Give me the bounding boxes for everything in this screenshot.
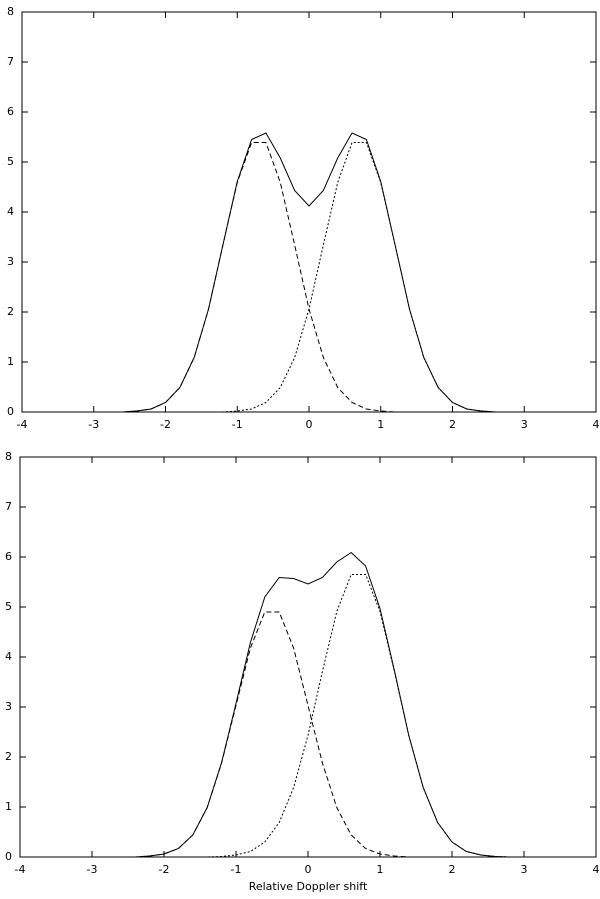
x-tick-label: -3 bbox=[87, 863, 98, 876]
y-tick-label: 1 bbox=[5, 800, 12, 813]
y-tick-label: 0 bbox=[5, 850, 12, 863]
y-tick-label: 5 bbox=[5, 600, 12, 613]
x-tick-label: 0 bbox=[305, 863, 312, 876]
series-line bbox=[20, 574, 596, 858]
x-tick-label: 3 bbox=[521, 418, 528, 431]
y-tick-label: 6 bbox=[7, 105, 14, 118]
x-axis-label: Relative Doppler shift bbox=[249, 880, 368, 893]
series-line bbox=[22, 142, 596, 413]
y-tick-label: 2 bbox=[5, 750, 12, 763]
y-tick-label: 4 bbox=[7, 205, 14, 218]
y-tick-label: 1 bbox=[7, 355, 14, 368]
series-line bbox=[22, 132, 596, 413]
y-tick-label: 8 bbox=[7, 5, 14, 18]
y-tick-label: 7 bbox=[5, 500, 12, 513]
x-tick-label: 3 bbox=[521, 863, 528, 876]
x-tick-label: 0 bbox=[306, 418, 313, 431]
y-tick-label: 8 bbox=[5, 450, 12, 463]
x-tick-label: 4 bbox=[593, 863, 600, 876]
x-tick-label: -1 bbox=[232, 418, 243, 431]
x-tick-label: 1 bbox=[377, 418, 384, 431]
y-tick-label: 3 bbox=[5, 700, 12, 713]
y-tick-label: 2 bbox=[7, 305, 14, 318]
x-tick-label: 2 bbox=[449, 863, 456, 876]
plot-frame bbox=[19, 456, 597, 858]
x-tick-label: 2 bbox=[449, 418, 456, 431]
y-tick-label: 3 bbox=[7, 255, 14, 268]
y-tick-label: 0 bbox=[7, 405, 14, 418]
x-tick-label: 4 bbox=[593, 418, 600, 431]
y-tick-label: 4 bbox=[5, 650, 12, 663]
x-tick-label: -4 bbox=[17, 418, 28, 431]
x-tick-label: -1 bbox=[231, 863, 242, 876]
x-tick-label: -3 bbox=[88, 418, 99, 431]
x-tick-label: -4 bbox=[15, 863, 26, 876]
y-tick-label: 5 bbox=[7, 155, 14, 168]
x-tick-label: 1 bbox=[377, 863, 384, 876]
y-tick-label: 6 bbox=[5, 550, 12, 563]
x-tick-label: -2 bbox=[159, 863, 170, 876]
y-tick-label: 7 bbox=[7, 55, 14, 68]
x-tick-label: -2 bbox=[160, 418, 171, 431]
series-line bbox=[20, 551, 596, 858]
series-line bbox=[22, 142, 596, 413]
plot-frame bbox=[21, 11, 597, 413]
